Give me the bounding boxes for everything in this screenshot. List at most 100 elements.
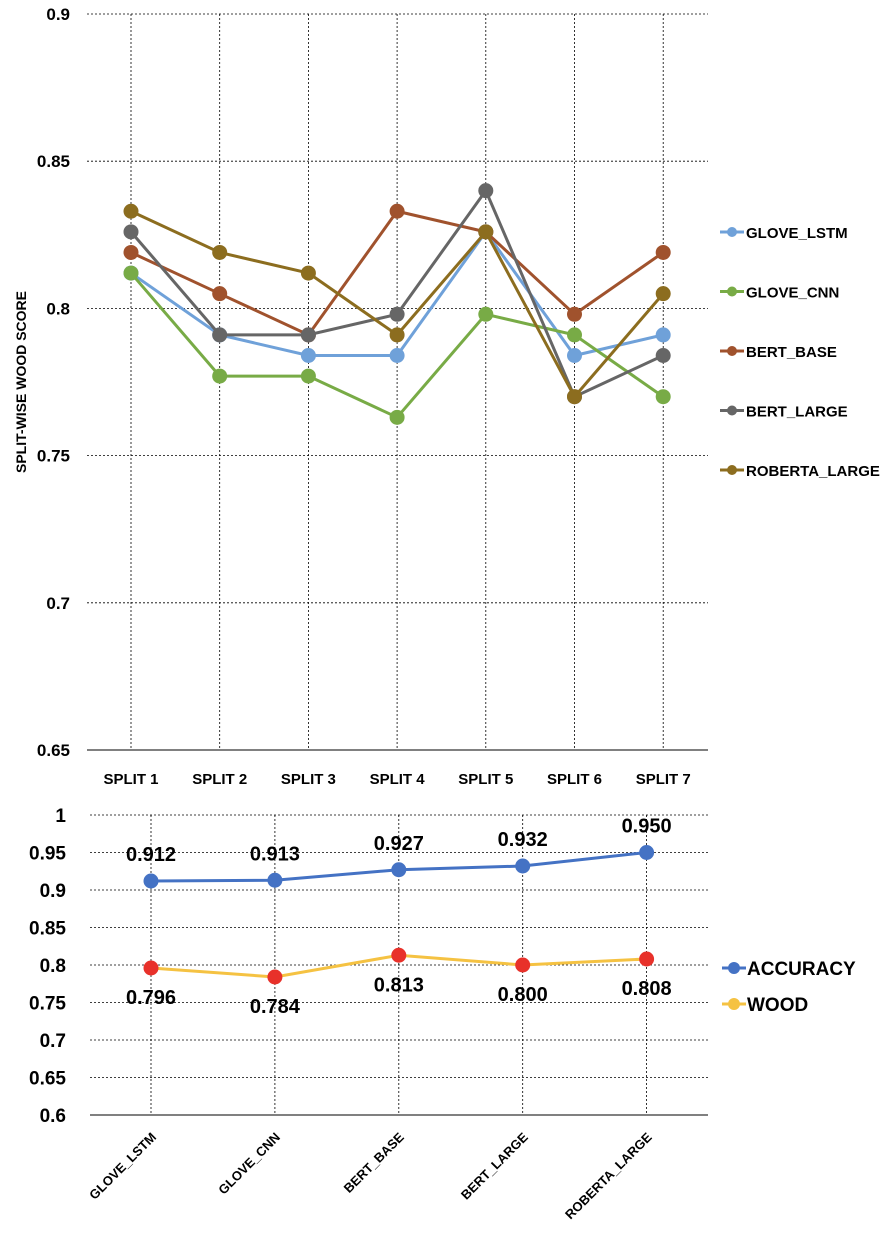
data-point (639, 845, 655, 860)
bottom-y-tick-label: 0.9 (40, 881, 66, 902)
data-point (655, 327, 671, 343)
legend-marker (727, 346, 737, 356)
data-label: 0.813 (374, 974, 424, 996)
series-wood: 0.796 0.784 0.813 0.800 0.808 (126, 947, 672, 1018)
bottom-y-tick-label: 0.6 (40, 1106, 66, 1127)
data-point (300, 368, 316, 384)
legend-label: GLOVE_CNN (746, 285, 839, 302)
data-point (267, 872, 283, 888)
data-point (300, 327, 316, 343)
top-x-tick-label: SPLIT 2 (192, 771, 247, 788)
data-point (567, 389, 582, 405)
top-y-tick-label: 0.8 (46, 299, 70, 318)
data-point (567, 306, 582, 322)
data-point (123, 244, 139, 260)
top-y-tick-label: 0.7 (46, 594, 70, 613)
legend-marker (728, 998, 740, 1010)
data-point (212, 327, 228, 343)
data-label: 0.796 (126, 987, 176, 1009)
data-point (655, 348, 671, 364)
data-point (655, 286, 671, 302)
legend-item: GLOVE_CNN (720, 285, 839, 302)
data-point (212, 368, 228, 384)
bottom-y-tick-label: 0.65 (29, 1069, 66, 1090)
legend-label: ROBERTA_LARGE (746, 463, 880, 480)
data-label: 0.913 (250, 843, 300, 865)
series-accuracy: 0.912 0.913 0.927 0.932 0.950 (126, 816, 672, 889)
legend-label: ACCURACY (747, 959, 856, 980)
top-y-axis-label: SPLIT-WISE WOOD SCORE (13, 291, 29, 473)
legend-item: ROBERTA_LARGE (720, 463, 880, 480)
legend-label: GLOVE_LSTM (746, 225, 848, 242)
data-point (478, 183, 494, 199)
data-point (478, 224, 494, 240)
legend-label: WOOD (747, 995, 808, 1016)
bottom-y-tick-label: 1 (55, 806, 66, 827)
top-x-tick-label: SPLIT 6 (547, 771, 602, 788)
data-point (389, 409, 405, 425)
data-point (123, 203, 139, 219)
bottom-x-tick-label: GLOVE_CNN (215, 1130, 283, 1198)
legend-item: GLOVE_LSTM (720, 225, 848, 242)
split-wise-wood-chart: 0.65 0.7 0.75 0.8 0.85 0.9 SPLIT 1 SPLIT 2 SPLIT… (13, 5, 880, 788)
bottom-y-tick-label: 0.85 (29, 919, 66, 940)
data-point (300, 265, 316, 281)
accuracy-wood-chart: 0.6 0.65 0.7 0.75 0.8 0.85 0.9 0.95 1 GLOVE_LSTM G… (29, 806, 856, 1222)
top-y-tick-label: 0.85 (37, 152, 70, 171)
legend-item: WOOD (722, 995, 808, 1016)
series-roberta-large (123, 203, 671, 405)
legend-marker (727, 286, 737, 297)
legend-item: ACCURACY (722, 959, 856, 980)
legend-item: BERT_BASE (720, 344, 837, 361)
bottom-y-tick-label: 0.7 (40, 1031, 66, 1052)
top-y-tick-label: 0.65 (37, 741, 70, 760)
legend-marker (727, 405, 737, 416)
data-point (123, 224, 139, 240)
top-x-tick-label: SPLIT 5 (458, 771, 513, 788)
bottom-y-tick-label: 0.8 (40, 956, 66, 977)
data-point (639, 951, 655, 967)
top-y-tick-label: 0.75 (37, 447, 70, 466)
data-label: 0.927 (374, 833, 424, 855)
bottom-y-tick-label: 0.75 (29, 994, 66, 1015)
data-point (143, 873, 159, 889)
top-x-tick-label: SPLIT 7 (636, 771, 691, 788)
data-point (143, 960, 159, 976)
data-point (515, 957, 531, 973)
data-point (515, 858, 531, 874)
data-point (212, 244, 228, 260)
data-point (391, 862, 407, 878)
data-label: 0.784 (250, 996, 301, 1018)
bottom-y-tick-label: 0.95 (29, 844, 66, 865)
data-label: 0.912 (126, 844, 176, 866)
bottom-x-tick-label: ROBERTA_LARGE (562, 1129, 655, 1222)
data-point (123, 265, 139, 281)
data-point (389, 203, 405, 219)
data-point (567, 327, 582, 343)
legend-marker (727, 227, 737, 237)
data-label: 0.808 (622, 978, 672, 1000)
data-point (212, 286, 228, 302)
data-point (655, 244, 671, 260)
top-x-tick-label: SPLIT 4 (370, 771, 426, 788)
data-label: 0.932 (498, 829, 548, 851)
data-point (300, 348, 316, 364)
data-point (391, 947, 407, 963)
data-point (389, 306, 405, 322)
legend-marker (728, 962, 740, 974)
bottom-x-tick-label: BERT_LARGE (458, 1129, 531, 1202)
bottom-x-tick-label: GLOVE_LSTM (86, 1130, 159, 1203)
series-glove-cnn (123, 265, 671, 425)
data-point (478, 306, 494, 322)
data-point (655, 389, 671, 405)
data-point (389, 327, 405, 343)
bottom-x-tick-label: BERT_BASE (341, 1129, 408, 1196)
data-label: 0.800 (498, 984, 548, 1006)
legend-item: BERT_LARGE (720, 404, 848, 421)
legend-marker (727, 465, 737, 475)
data-label: 0.950 (622, 816, 672, 838)
top-x-tick-label: SPLIT 1 (103, 771, 158, 788)
data-point (567, 348, 582, 364)
